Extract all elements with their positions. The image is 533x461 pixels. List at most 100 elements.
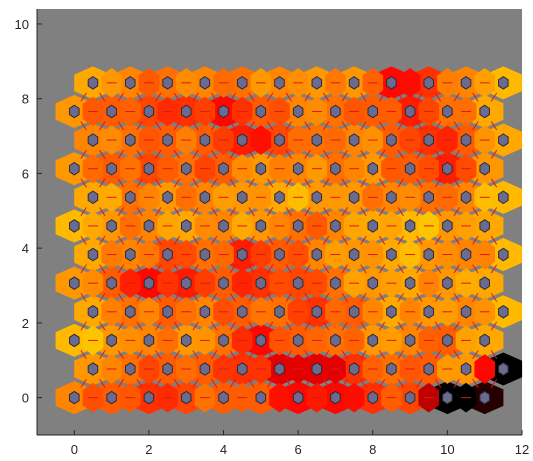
neuron-link xyxy=(80,321,87,331)
neuron-marker xyxy=(143,276,155,290)
neuron-marker xyxy=(274,190,285,205)
neuron-marker xyxy=(404,390,416,405)
neuron-marker xyxy=(218,161,229,176)
neuron-link xyxy=(378,350,386,360)
neuron-link xyxy=(397,92,404,102)
neuron-marker xyxy=(218,333,229,348)
x-tick-label: 0 xyxy=(71,442,78,457)
neuron-link xyxy=(229,378,237,388)
neuron-link xyxy=(117,321,125,331)
neuron-link xyxy=(229,264,237,274)
neuron-link xyxy=(360,378,367,388)
neuron-link xyxy=(322,293,330,302)
neuron-link xyxy=(472,235,479,245)
neuron-link xyxy=(416,178,423,188)
neuron-marker xyxy=(125,190,136,205)
neuron-marker xyxy=(106,104,117,119)
neuron-link xyxy=(211,121,218,131)
neuron-marker xyxy=(255,104,267,119)
neuron-marker xyxy=(199,133,211,147)
neuron-link xyxy=(248,149,255,159)
neuron-link xyxy=(229,321,237,331)
neuron-marker xyxy=(311,76,323,90)
neuron-link xyxy=(173,121,181,131)
neuron-marker xyxy=(199,76,211,90)
neuron-marker xyxy=(180,333,192,348)
neuron-link xyxy=(341,264,348,274)
neuron-link xyxy=(360,264,367,274)
neuron-link xyxy=(229,149,237,159)
neuron-link xyxy=(211,207,218,217)
neuron-marker xyxy=(162,362,173,376)
neuron-link xyxy=(434,207,442,217)
y-tick-label: 10 xyxy=(15,17,29,32)
neuron-link xyxy=(80,235,87,245)
neuron-link xyxy=(416,293,423,302)
neuron-link xyxy=(155,293,162,302)
neuron-link xyxy=(99,321,106,331)
neuron-marker xyxy=(423,190,434,205)
neuron-link xyxy=(434,350,442,360)
neuron-marker xyxy=(498,304,509,319)
neuron-link xyxy=(173,321,181,331)
neuron-link xyxy=(490,378,498,388)
neuron-marker xyxy=(423,304,434,319)
neuron-link xyxy=(267,378,274,388)
neuron-marker xyxy=(106,276,117,290)
neuron-marker xyxy=(442,390,453,405)
neuron-marker xyxy=(69,390,80,405)
neuron-link xyxy=(285,293,292,302)
neuron-link xyxy=(304,235,311,245)
neuron-marker xyxy=(292,161,304,176)
neuron-marker xyxy=(87,247,99,262)
neuron-link xyxy=(229,178,237,188)
neuron-link xyxy=(99,378,106,388)
neuron-marker xyxy=(125,362,136,376)
x-tick-label: 12 xyxy=(515,442,529,457)
neuron-marker xyxy=(292,219,304,233)
neuron-link xyxy=(248,92,255,102)
neuron-link xyxy=(304,378,311,388)
neuron-link xyxy=(285,321,292,331)
neuron-link xyxy=(434,264,442,274)
neuron-link xyxy=(397,350,404,360)
neuron-link xyxy=(267,264,274,274)
neuron-link xyxy=(80,378,87,388)
neuron-marker xyxy=(348,247,360,262)
neuron-link xyxy=(229,121,237,131)
neuron-marker xyxy=(125,304,136,319)
neuron-marker xyxy=(442,276,453,290)
neuron-link xyxy=(211,321,218,331)
neuron-marker xyxy=(199,362,211,376)
plot-area xyxy=(37,9,523,435)
neuron-marker xyxy=(87,76,99,90)
neuron-marker xyxy=(274,362,285,376)
neuron-link xyxy=(117,92,125,102)
neuron-marker xyxy=(274,247,285,262)
neuron-link xyxy=(248,378,255,388)
neuron-marker xyxy=(180,276,192,290)
neuron-link xyxy=(322,92,330,102)
neuron-link xyxy=(117,350,125,360)
neuron-link xyxy=(434,235,442,245)
neuron-link xyxy=(80,178,87,188)
neuron-link xyxy=(341,321,348,331)
neuron-link xyxy=(378,293,386,302)
neuron-link xyxy=(267,207,274,217)
neuron-link xyxy=(322,121,330,131)
neuron-marker xyxy=(106,390,117,405)
neuron-link xyxy=(267,92,274,102)
neuron-marker xyxy=(460,190,472,205)
neuron-marker xyxy=(479,390,490,405)
neuron-link xyxy=(229,235,237,245)
neuron-link xyxy=(397,378,404,388)
neuron-link xyxy=(211,92,218,102)
neuron-marker xyxy=(236,190,248,205)
neuron-link xyxy=(285,92,292,102)
neuron-link xyxy=(397,321,404,331)
neuron-marker xyxy=(236,362,248,376)
neuron-link xyxy=(173,178,181,188)
neuron-marker xyxy=(162,133,173,147)
neuron-link xyxy=(378,149,386,159)
neuron-marker xyxy=(199,304,211,319)
